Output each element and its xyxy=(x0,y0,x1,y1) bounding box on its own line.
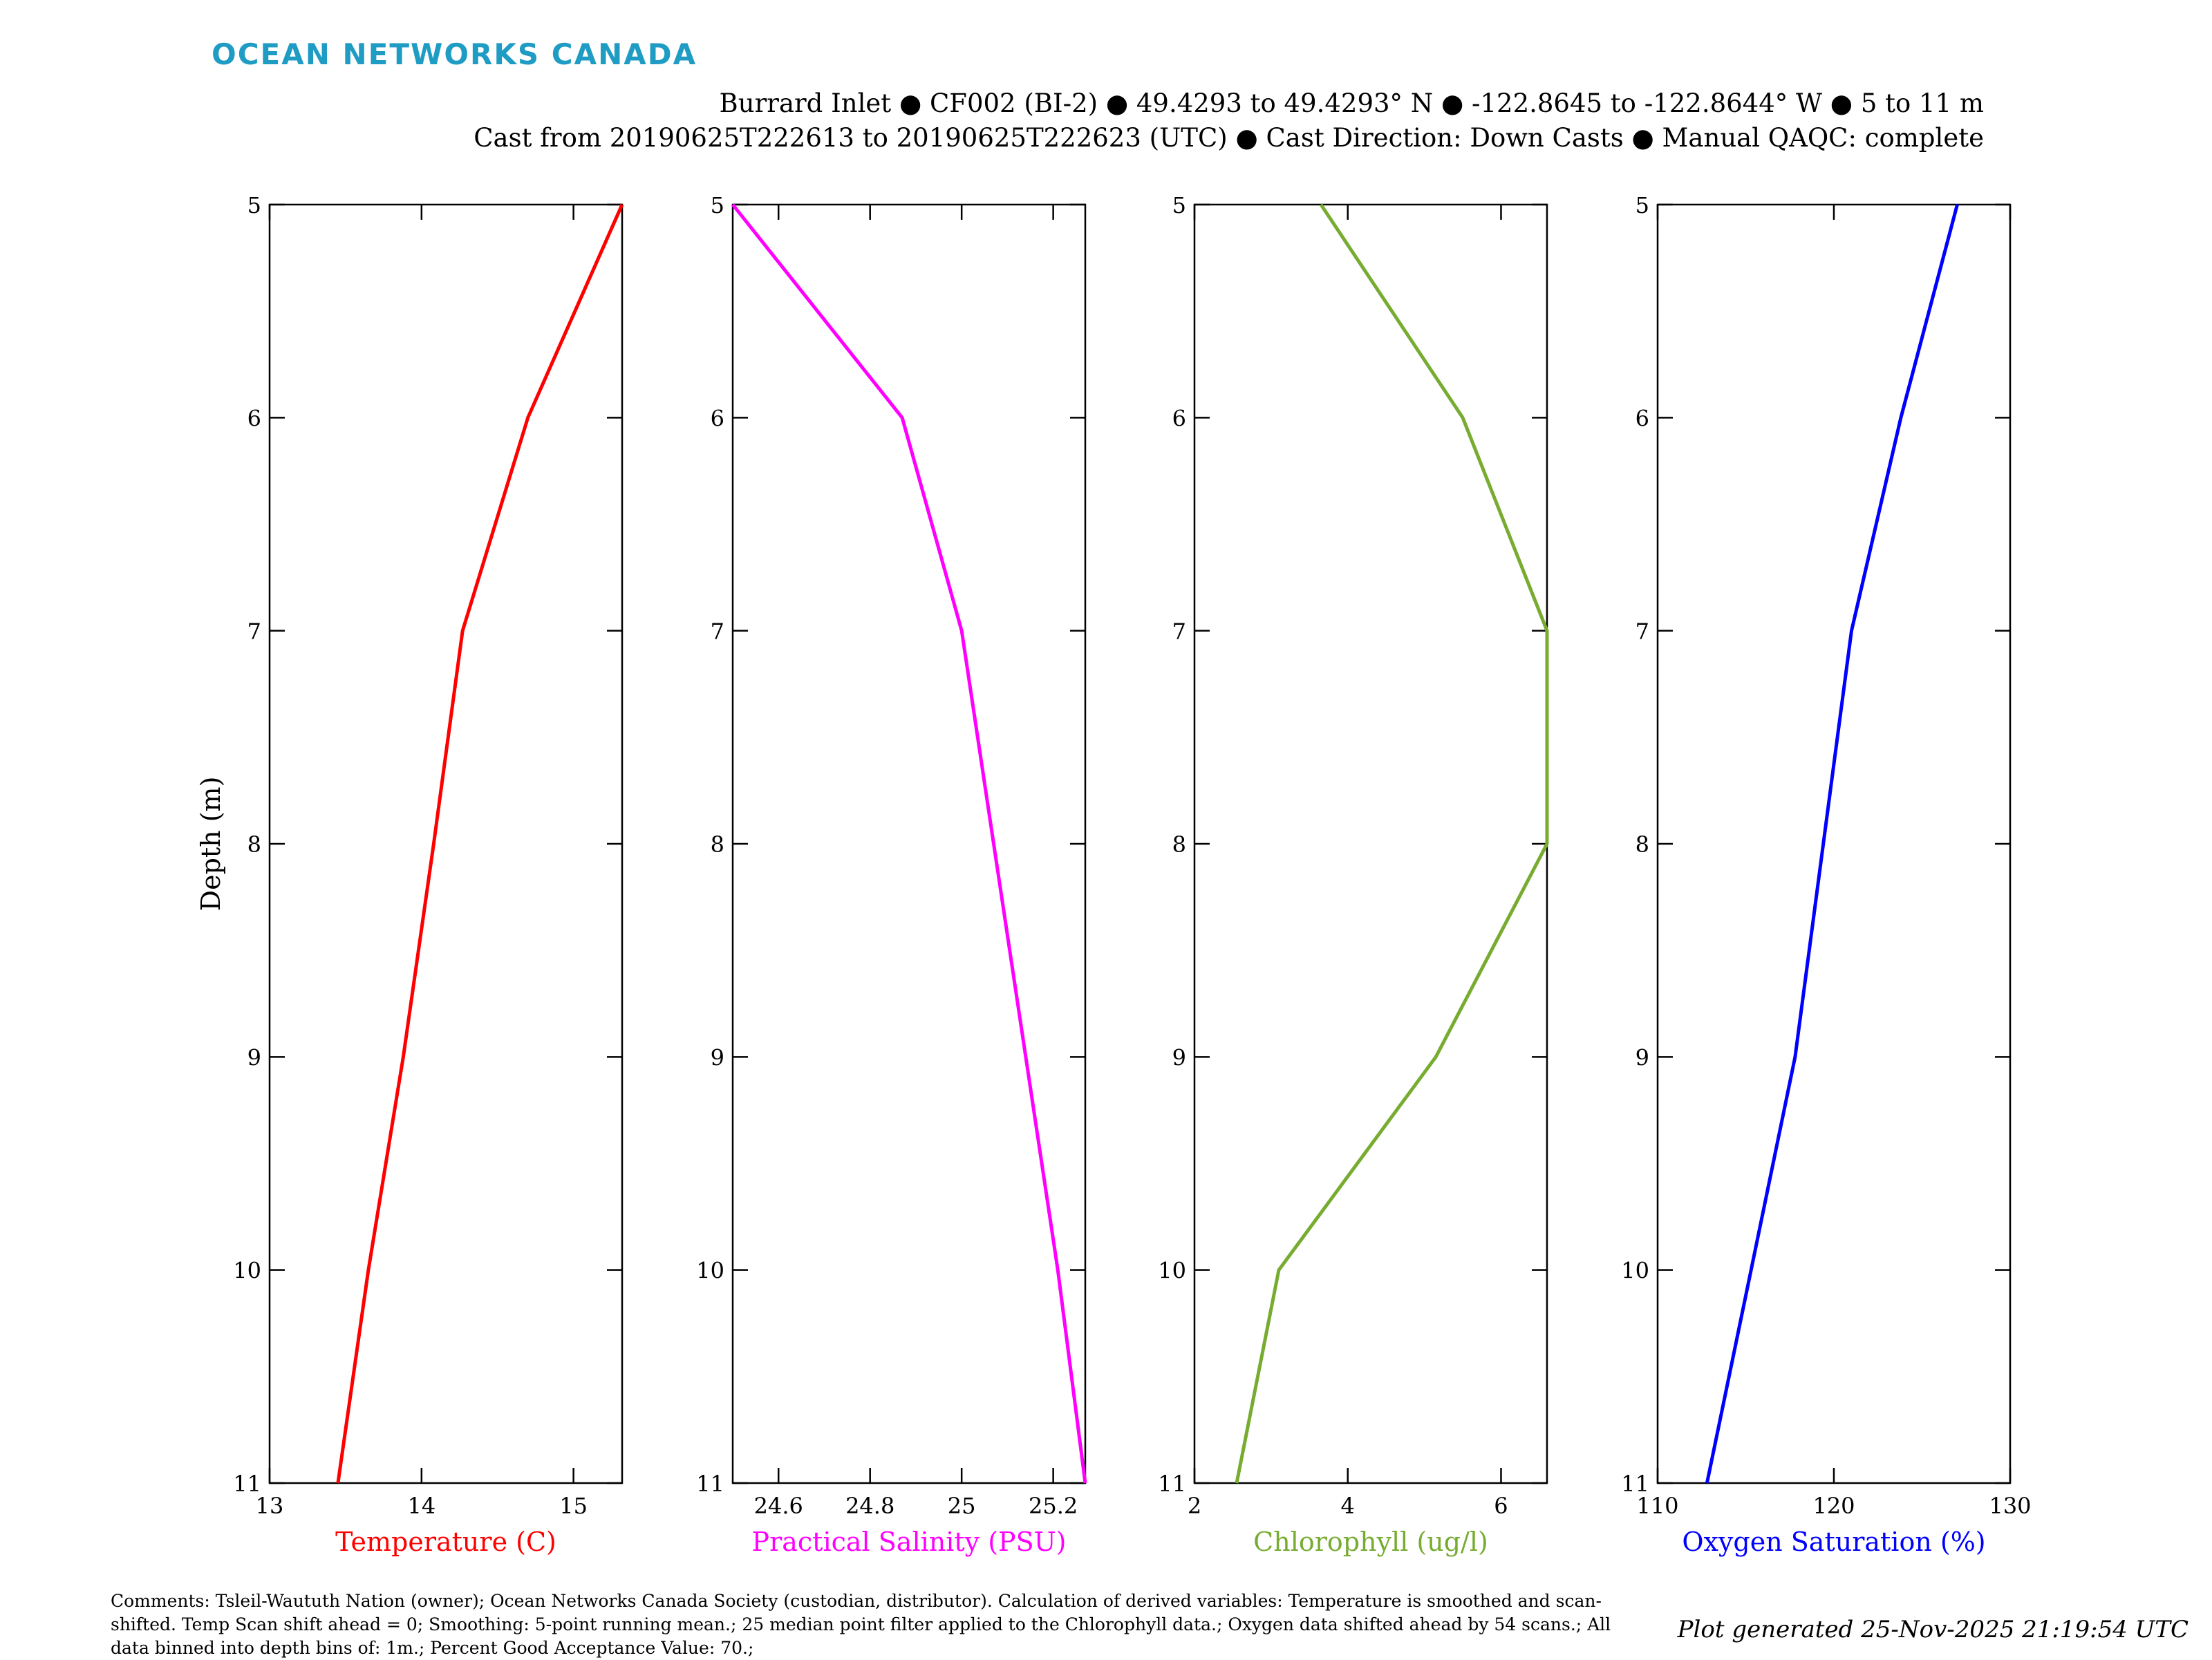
y-tick-label: 8 xyxy=(711,831,724,858)
plot-frame-4 xyxy=(1656,203,2012,1484)
y-tick-label: 7 xyxy=(711,619,724,645)
comments-text: Comments: Tsleil-Waututh Nation (owner);… xyxy=(111,1591,1611,1658)
x-tick-label: 25.2 xyxy=(1029,1493,1078,1519)
y-tick-label: 6 xyxy=(1172,405,1186,431)
y-tick-label: 8 xyxy=(247,831,261,858)
plot-header-cast: Cast from 20190625T222613 to 20190625T22… xyxy=(474,123,1984,153)
x-tick-label: 15 xyxy=(559,1493,588,1519)
plot-generated-timestamp: Plot generated 25-Nov-2025 21:19:54 UTC xyxy=(1677,1616,2188,1643)
y-tick-label: 10 xyxy=(1158,1258,1186,1284)
x-axis-label: Temperature (C) xyxy=(335,1527,556,1557)
plot-frame-2 xyxy=(731,203,1087,1484)
series-line-3 xyxy=(1235,203,1549,1484)
y-tick-label: 9 xyxy=(711,1044,724,1070)
y-tick-label: 11 xyxy=(1621,1471,1649,1497)
y-tick-label: 6 xyxy=(247,405,261,431)
plot-frame-1 xyxy=(268,203,624,1484)
y-tick-label: 8 xyxy=(1635,831,1649,858)
x-tick-label: 4 xyxy=(1341,1493,1355,1519)
y-tick-label: 9 xyxy=(247,1044,261,1070)
plot-frame-3 xyxy=(1193,203,1548,1484)
y-tick-label: 7 xyxy=(1172,619,1186,645)
x-axis-label: Oxygen Saturation (%) xyxy=(1682,1527,1985,1557)
y-tick-label: 11 xyxy=(696,1471,724,1497)
y-tick-label: 9 xyxy=(1635,1044,1649,1070)
y-tick-label: 11 xyxy=(233,1471,261,1497)
y-tick-label: 5 xyxy=(711,192,724,218)
y-tick-label: 10 xyxy=(696,1258,724,1284)
y-axis-label: Depth (m) xyxy=(196,777,226,912)
x-tick-label: 24.6 xyxy=(754,1493,803,1519)
x-tick-label: 120 xyxy=(1812,1493,1855,1519)
y-tick-label: 5 xyxy=(247,192,261,218)
y-tick-label: 5 xyxy=(1635,192,1649,218)
x-axis-label: Chlorophyll (ug/l) xyxy=(1253,1527,1488,1557)
x-tick-label: 130 xyxy=(1989,1493,2031,1519)
series-line-2 xyxy=(731,203,1087,1484)
y-tick-label: 7 xyxy=(247,619,261,645)
x-tick-label: 2 xyxy=(1188,1493,1201,1519)
x-tick-label: 25 xyxy=(948,1493,976,1519)
series-line-4 xyxy=(1705,204,1959,1484)
y-tick-label: 10 xyxy=(233,1258,261,1284)
x-tick-label: 6 xyxy=(1494,1493,1508,1519)
y-tick-label: 5 xyxy=(1172,192,1186,218)
x-axis-label: Practical Salinity (PSU) xyxy=(752,1527,1067,1557)
x-tick-label: 13 xyxy=(256,1493,284,1519)
ocean-networks-canada-logo: OCEAN NETWORKS CANADA xyxy=(212,37,697,71)
series-line-1 xyxy=(336,203,624,1484)
x-tick-label: 24.8 xyxy=(845,1493,894,1519)
y-tick-label: 11 xyxy=(1158,1471,1186,1497)
y-tick-label: 6 xyxy=(1635,405,1649,431)
plot-header-location: Burrard Inlet ● CF002 (BI-2) ● 49.4293 t… xyxy=(719,88,1984,118)
y-tick-label: 8 xyxy=(1172,831,1186,858)
y-tick-label: 10 xyxy=(1621,1258,1649,1284)
y-tick-label: 9 xyxy=(1172,1044,1186,1070)
x-tick-label: 14 xyxy=(407,1493,435,1519)
y-tick-label: 6 xyxy=(711,405,724,431)
x-tick-label: 110 xyxy=(1636,1493,1678,1519)
y-tick-label: 7 xyxy=(1635,619,1649,645)
